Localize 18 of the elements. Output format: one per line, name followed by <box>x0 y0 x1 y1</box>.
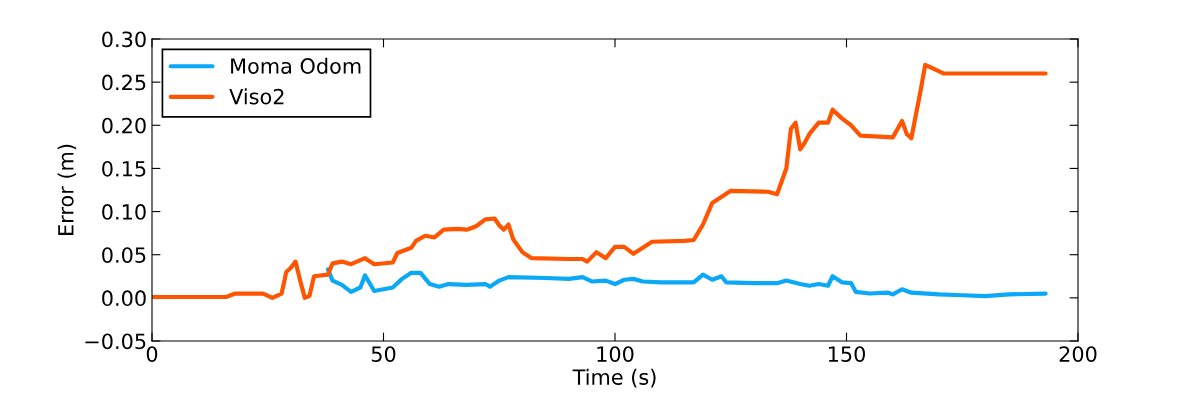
x-tick-label: 100 <box>597 346 634 362</box>
x-tick-label: 50 <box>371 346 396 362</box>
x-tick-label: 200 <box>1059 346 1097 362</box>
y-tick-label: 0.10 <box>102 204 146 220</box>
x-axis-title: Time (s) <box>572 368 656 388</box>
y-tick-label: 0.00 <box>102 290 146 307</box>
y-tick-label: 0.15 <box>102 160 146 177</box>
line-series <box>325 267 1048 299</box>
y-tick-label: −0.05 <box>85 333 146 350</box>
x-tick-label: 150 <box>828 346 865 362</box>
legend-label: Viso2 <box>229 88 284 105</box>
x-tick-label: 0 <box>146 346 158 362</box>
y-tick-label: 0.30 <box>102 31 146 48</box>
y-tick-label: 0.25 <box>102 74 146 91</box>
y-tick-label: 0.20 <box>102 117 146 134</box>
legend-label: Moma Odom <box>231 57 361 74</box>
y-tick-label: 0.05 <box>102 247 146 263</box>
y-axis-title: Error (m) <box>57 144 77 235</box>
